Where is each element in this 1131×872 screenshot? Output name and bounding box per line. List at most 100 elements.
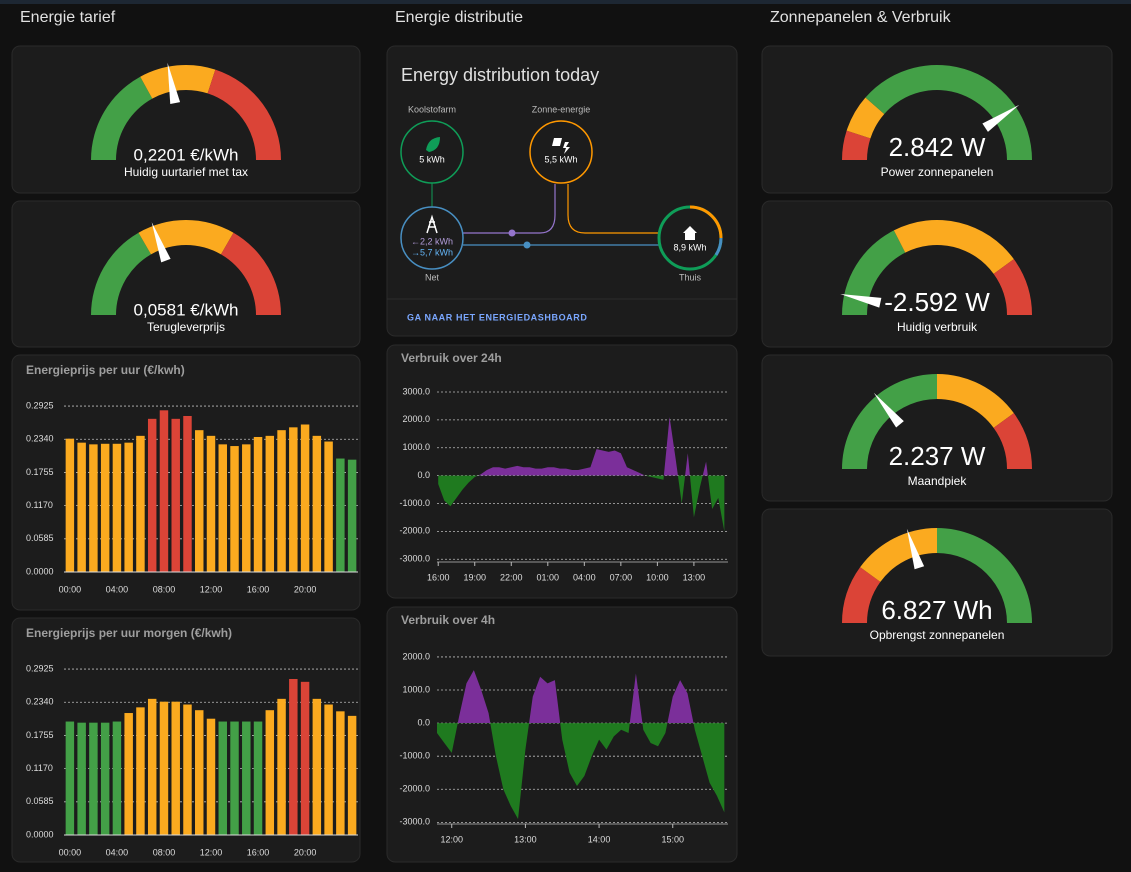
gauge-label: Huidig uurtarief met tax <box>124 165 248 179</box>
grid-icon <box>426 214 438 234</box>
cards <box>11 45 1113 863</box>
bar <box>312 698 322 835</box>
bar <box>324 704 333 835</box>
gauge-label: Opbrengst zonnepanelen <box>870 628 1005 642</box>
bar <box>230 721 239 835</box>
x-tick-label: 19:00 <box>463 572 486 582</box>
bar <box>347 715 357 835</box>
bar <box>159 701 169 835</box>
section-title: Energie tarief <box>20 9 116 26</box>
bar <box>336 458 345 572</box>
x-tick-label: 08:00 <box>153 584 176 594</box>
section-title: Zonnepanelen & Verbruik <box>770 9 952 26</box>
node <box>529 120 593 184</box>
card-title: Energy distribution today <box>401 65 599 85</box>
y-tick-label: 0.1755 <box>26 730 54 740</box>
y-tick-label: -3000.0 <box>399 817 430 827</box>
bar <box>265 435 275 572</box>
gauge-label: Maandpiek <box>908 474 968 488</box>
y-tick-label: 0.1170 <box>26 763 53 773</box>
dashboard-link[interactable]: GA NAAR HET ENERGIEDASHBOARD <box>407 312 587 322</box>
bar <box>112 721 122 835</box>
bar <box>289 678 298 835</box>
bar <box>253 436 263 572</box>
y-tick-label: -2000.0 <box>399 526 430 536</box>
node-ring <box>689 205 723 239</box>
x-tick-label: 12:00 <box>200 584 223 594</box>
flow-dot <box>508 229 516 237</box>
energy-distribution: Energy distribution today Koolstofarm 5 … <box>387 65 737 322</box>
bar <box>136 435 145 572</box>
y-tick-label: 0.0 <box>417 717 430 727</box>
gauge-value: 6.827 Wh <box>881 595 992 625</box>
gauge-needle <box>167 62 181 104</box>
x-tick-label: 04:00 <box>106 847 129 857</box>
bar <box>230 446 239 572</box>
x-tick-label: 04:00 <box>106 584 129 594</box>
chart-title: Energieprijs per uur (€/kwh) <box>26 363 185 377</box>
flow-dot <box>523 241 531 249</box>
x-tick-label: 20:00 <box>294 584 317 594</box>
gauge-segment <box>842 230 906 315</box>
node-label: Zonne-energie <box>532 104 591 114</box>
gauge-segment <box>221 232 281 315</box>
bar <box>77 442 86 572</box>
node-value: 5,5 kWh <box>544 154 577 164</box>
x-tick-label: 16:00 <box>247 584 270 594</box>
x-tick-label: 15:00 <box>661 834 684 844</box>
y-tick-label: 0.0 <box>417 470 430 480</box>
flow-line <box>567 184 660 234</box>
y-tick-label: 0.2925 <box>26 663 54 673</box>
node-value: 8,9 kWh <box>673 242 706 252</box>
gauge-label: Power zonnepanelen <box>881 165 994 179</box>
bar <box>277 698 286 835</box>
area <box>437 670 725 820</box>
node <box>400 120 464 184</box>
bar <box>277 430 286 572</box>
y-tick-label: 2000.0 <box>402 651 430 661</box>
gauge-value: 2.237 W <box>889 441 986 471</box>
gauge-segment <box>846 97 885 139</box>
bar <box>218 444 227 572</box>
gauge-segment <box>842 374 937 469</box>
x-tick-label: 22:00 <box>500 572 523 582</box>
x-tick-label: 13:00 <box>683 572 706 582</box>
node-label: Koolstofarm <box>408 104 456 114</box>
leaf-icon <box>426 137 440 152</box>
bar <box>195 710 204 835</box>
bar <box>289 427 298 572</box>
y-tick-label: 1000.0 <box>402 442 430 452</box>
gauge-label: Huidig verbruik <box>897 320 978 334</box>
bar <box>77 722 86 835</box>
chart-title: Energieprijs per uur morgen (€/kwh) <box>26 626 232 640</box>
y-tick-label: 0.2925 <box>26 400 54 410</box>
x-tick-label: 00:00 <box>59 847 82 857</box>
gauge-needle <box>906 528 925 570</box>
y-tick-label: 2000.0 <box>402 414 430 424</box>
gauge-value: 0,0581 €/kWh <box>134 300 239 319</box>
gauge-segment <box>91 76 153 160</box>
node-value: ←2,2 kWh <box>411 236 453 246</box>
x-tick-label: 08:00 <box>153 847 176 857</box>
gauge-segment <box>842 130 871 160</box>
bar <box>147 418 157 572</box>
gauge-segment <box>91 232 151 315</box>
home-icon <box>683 226 697 240</box>
bar <box>171 701 180 835</box>
node <box>400 206 464 270</box>
bar <box>242 721 251 835</box>
node-value: →5,7 kWh <box>411 247 453 257</box>
y-tick-label: -2000.0 <box>399 784 430 794</box>
node-ring <box>714 237 723 256</box>
flow-line <box>463 184 556 234</box>
y-tick-label: 0.2340 <box>26 697 54 707</box>
bar <box>183 415 192 572</box>
y-tick-label: 0.0585 <box>26 533 54 543</box>
y-tick-label: 1000.0 <box>402 684 430 694</box>
bar <box>124 713 133 835</box>
bar <box>195 430 204 572</box>
x-tick-label: 01:00 <box>537 572 560 582</box>
bar <box>147 698 157 835</box>
y-tick-label: 0.0000 <box>26 566 54 576</box>
